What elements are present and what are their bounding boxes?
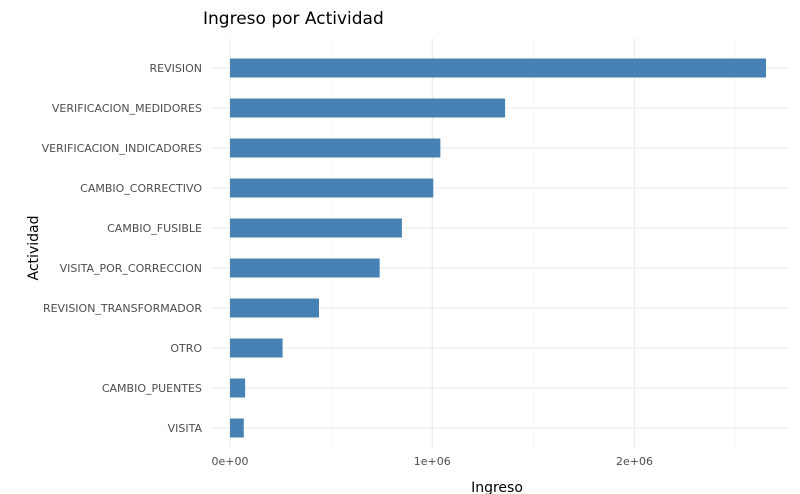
chart-title: Ingreso por Actividad bbox=[203, 9, 384, 29]
y-tick-label: VERIFICACION_MEDIDORES bbox=[52, 102, 202, 115]
x-tick-labels: 0e+00 1e+06 2e+06 bbox=[212, 455, 654, 468]
y-tick-label: CAMBIO_CORRECTIVO bbox=[80, 182, 202, 195]
bars bbox=[230, 58, 766, 438]
y-axis-title: Actividad bbox=[26, 216, 42, 281]
bar bbox=[230, 98, 506, 118]
bar bbox=[230, 378, 246, 398]
y-tick-label: CAMBIO_PUENTES bbox=[102, 382, 202, 395]
x-tick-label: 0e+00 bbox=[212, 455, 249, 468]
bar bbox=[230, 58, 766, 78]
y-tick-label: OTRO bbox=[170, 342, 202, 355]
y-tick-label: REVISION_TRANSFORMADOR bbox=[43, 302, 202, 315]
x-tick-label: 1e+06 bbox=[414, 455, 451, 468]
bar bbox=[230, 178, 434, 198]
bar bbox=[230, 138, 441, 158]
x-tick-label: 2e+06 bbox=[616, 455, 653, 468]
y-tick-label: CAMBIO_FUSIBLE bbox=[107, 222, 202, 235]
y-tick-label: VISITA_POR_CORRECCION bbox=[60, 262, 202, 275]
bar bbox=[230, 218, 402, 238]
bar bbox=[230, 298, 319, 318]
y-tick-labels: REVISION VERIFICACION_MEDIDORES VERIFICACI… bbox=[42, 62, 203, 435]
bar bbox=[230, 418, 244, 438]
bar bbox=[230, 338, 283, 358]
y-tick-label: VISITA bbox=[168, 422, 203, 435]
bar bbox=[230, 258, 380, 278]
y-tick-label: VERIFICACION_INDICADORES bbox=[42, 142, 202, 155]
y-tick-label: REVISION bbox=[150, 62, 202, 75]
x-axis-title: Ingreso bbox=[471, 480, 523, 494]
